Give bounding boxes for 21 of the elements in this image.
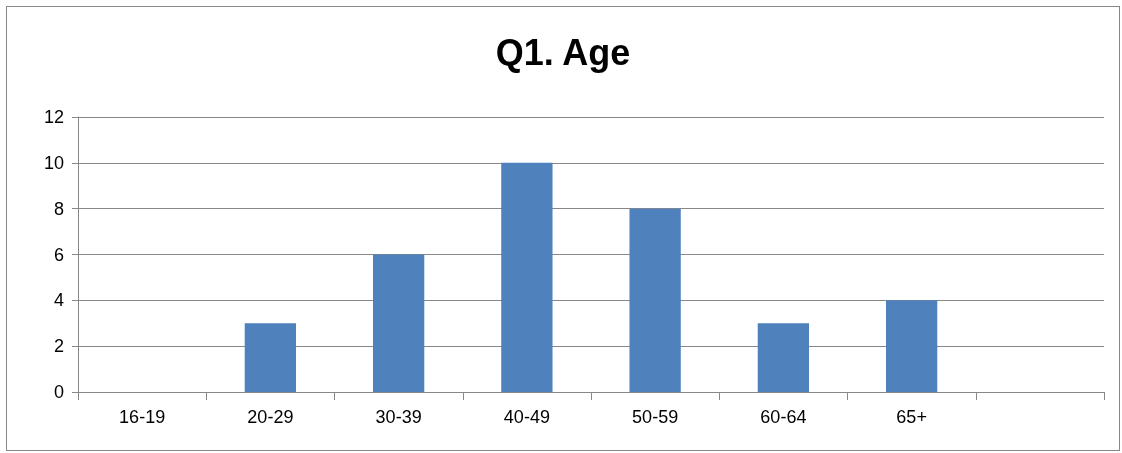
- y-tick-label: 12: [43, 107, 64, 127]
- x-tick-label: 20-29: [247, 407, 294, 427]
- chart-title: Q1. Age: [495, 31, 631, 73]
- x-tick-label: 30-39: [375, 407, 422, 427]
- y-tick-label: 0: [53, 382, 64, 402]
- bar: [244, 323, 297, 392]
- x-tick-label: 65+: [896, 407, 927, 427]
- bar: [885, 300, 938, 392]
- bar: [757, 323, 810, 392]
- y-tick-label: 2: [53, 336, 64, 357]
- x-tick-label: 16-19: [119, 407, 166, 427]
- y-tick-label: 4: [53, 290, 64, 311]
- x-tick-label: 40-49: [503, 407, 550, 427]
- y-tick-label: 8: [53, 198, 64, 219]
- x-tick-label: 60-64: [760, 407, 807, 427]
- bar: [629, 208, 681, 392]
- y-tick-label: 6: [53, 244, 64, 265]
- y-tick-label: 10: [43, 152, 64, 173]
- bar: [501, 162, 553, 392]
- bar: [372, 254, 425, 392]
- x-tick-label: 50-59: [632, 407, 679, 427]
